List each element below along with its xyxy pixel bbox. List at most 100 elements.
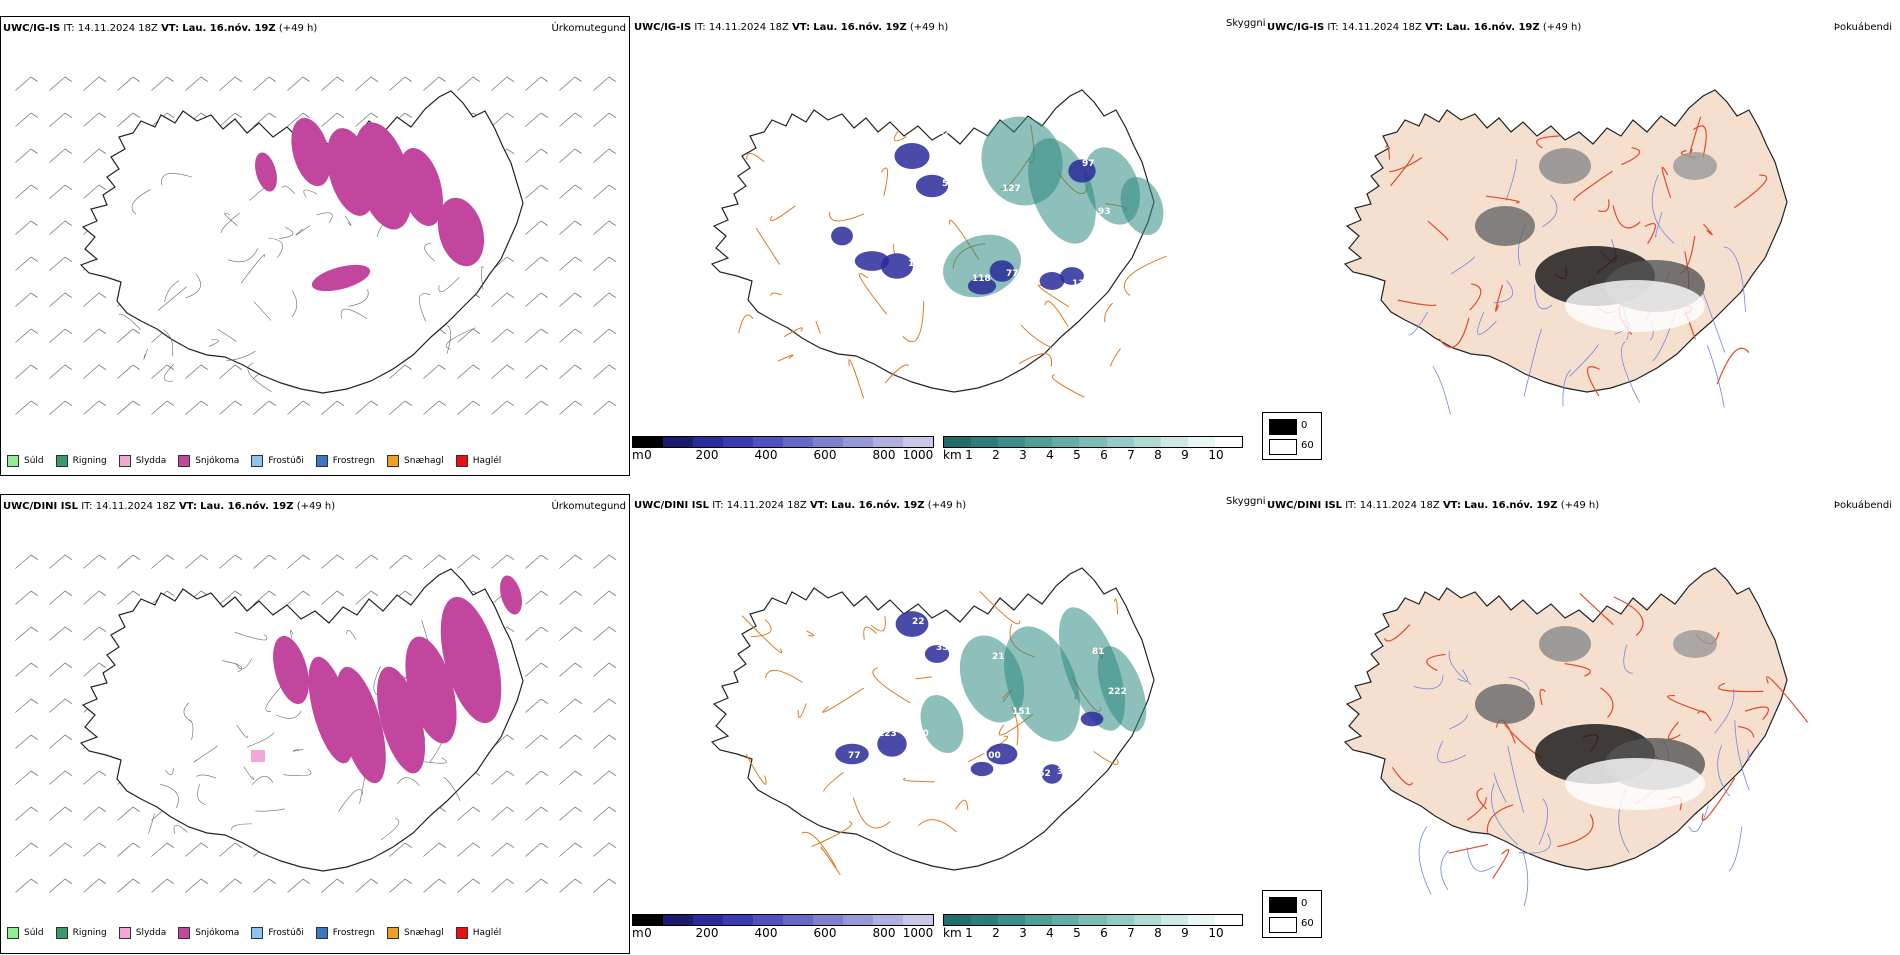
wind-barb <box>355 554 379 569</box>
cloudbase-label: 35 <box>936 643 949 653</box>
cloudbase-label: 118 <box>856 243 875 253</box>
wind-barb <box>559 734 583 749</box>
road-line <box>446 325 451 354</box>
road-line <box>295 225 311 236</box>
wind-barb <box>525 148 549 163</box>
road-line <box>283 768 312 777</box>
wind-barb <box>49 698 73 713</box>
model-name: UWC/DINI ISL <box>1267 500 1343 511</box>
wind-barb <box>559 554 583 569</box>
tick-label: 800 <box>872 926 896 940</box>
fog-title: Þokuábendi <box>1833 22 1892 33</box>
road-line <box>811 820 852 848</box>
wind-barb <box>389 878 413 893</box>
legend-label: Snjókoma <box>195 928 240 938</box>
fog-map-row1 <box>1343 89 1788 415</box>
river-line <box>1450 256 1475 275</box>
road-line <box>1020 324 1053 349</box>
road-line <box>1448 844 1489 854</box>
tick-label: 6 <box>1100 448 1108 462</box>
wind-barb <box>49 148 73 163</box>
road-line <box>823 771 844 792</box>
road-line <box>185 273 201 299</box>
legend-item: Súld <box>7 927 44 939</box>
road-line <box>1573 170 1613 201</box>
wind-barb <box>423 554 447 569</box>
wind-barb <box>559 698 583 713</box>
wind-barb <box>559 878 583 893</box>
road-line <box>902 300 925 343</box>
legend-label: Slydda <box>135 928 167 938</box>
cloudbase-colorbar-cells <box>632 914 934 926</box>
wind-barb <box>389 76 413 91</box>
road-line <box>918 819 957 833</box>
wind-barb <box>49 364 73 379</box>
vt-value: Lau. 16.nóv. 19Z <box>1446 22 1540 33</box>
it-label: IT: <box>694 22 706 33</box>
wind-barb <box>185 400 209 415</box>
tick-label: 200 <box>695 448 719 462</box>
road-line <box>348 289 369 307</box>
wind-barb <box>389 554 413 569</box>
iceland-group <box>79 90 524 394</box>
fog-panel-row2: UWC/DINI ISL IT: 14.11.2024 18Z VT: Lau.… <box>1265 494 1900 954</box>
wind-barb <box>15 112 39 127</box>
wind-barb <box>15 842 39 857</box>
road-line <box>1390 153 1415 187</box>
tick-label: 6 <box>1100 926 1108 940</box>
river-line <box>1518 833 1551 854</box>
wind-barb <box>389 364 413 379</box>
wind-barb <box>491 292 515 307</box>
iceland-group <box>1343 89 1788 415</box>
vt-value: Lau. 16.nóv. 19Z <box>813 22 907 33</box>
wind-barb <box>117 554 141 569</box>
legend-item: Haglél <box>455 455 501 467</box>
wind-barb <box>15 554 39 569</box>
road-line <box>1485 195 1520 204</box>
road-line <box>251 775 274 786</box>
wind-barb <box>525 184 549 199</box>
wind-barb <box>49 554 73 569</box>
road-line <box>236 725 248 738</box>
fog-key-max: 60 <box>1301 440 1314 451</box>
road-line <box>820 846 841 876</box>
wind-barb <box>185 364 209 379</box>
wind-barb <box>457 842 481 857</box>
fog-index-area <box>1475 626 1717 810</box>
wind-barb <box>423 364 447 379</box>
wind-barb <box>83 590 107 605</box>
river-line <box>1457 669 1468 682</box>
vt-label: VT: <box>1442 500 1461 511</box>
road-line <box>1733 174 1768 209</box>
wind-barb <box>15 148 39 163</box>
wind-barb <box>49 662 73 677</box>
wind-barb <box>491 770 515 785</box>
wind-barb <box>15 256 39 271</box>
wind-barb <box>83 292 107 307</box>
river-line <box>1448 650 1472 685</box>
wind-barb <box>321 590 345 605</box>
wind-barb <box>355 878 379 893</box>
legend-item: Snjókoma <box>178 455 239 467</box>
fog-map-row2 <box>1343 567 1809 907</box>
wind-barb <box>83 184 107 199</box>
tick-label: 4 <box>1046 448 1054 462</box>
road-line <box>1469 283 1482 311</box>
road-line <box>164 767 174 776</box>
wind-barb <box>559 184 583 199</box>
wind-barb <box>253 76 277 91</box>
lead-time: (+49 h) <box>296 501 336 512</box>
wind-barb <box>593 292 617 307</box>
fog-key-white-swatch <box>1269 439 1297 455</box>
legend-label: Haglél <box>472 928 502 938</box>
snowfall-streak <box>354 122 412 230</box>
wind-barb <box>49 256 73 271</box>
wind-barb <box>491 76 515 91</box>
iceland-outline <box>710 89 1155 393</box>
road-line <box>746 152 765 163</box>
wind-barb <box>559 842 583 857</box>
road-line <box>858 273 888 315</box>
road-line <box>1718 682 1764 693</box>
snowfall-streak <box>291 117 331 187</box>
legend-label: Frostúði <box>268 456 304 466</box>
